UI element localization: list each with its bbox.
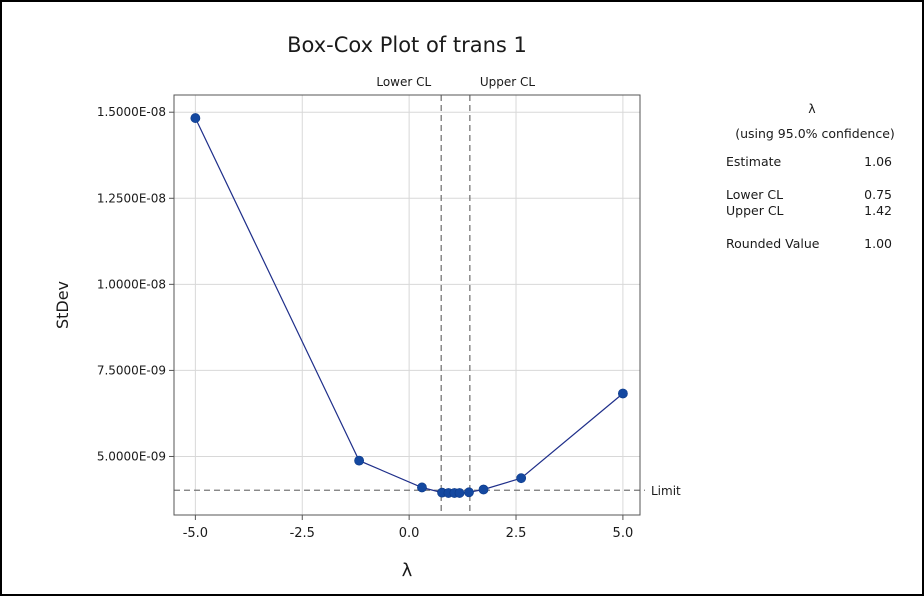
data-point	[617, 388, 628, 399]
y-tick-label: 7.5000E-09	[97, 363, 166, 377]
data-point	[190, 113, 201, 123]
x-tick-label: -2.5	[290, 526, 315, 541]
upper-cl-label: Upper CL	[480, 75, 536, 89]
data-point	[464, 487, 474, 498]
y-tick-label: 5.0000E-09	[97, 449, 166, 463]
data-point	[417, 482, 427, 493]
chart-title: Box-Cox Plot of trans 1	[287, 33, 527, 57]
grid-layer	[174, 95, 640, 515]
x-tick-label: 0.0	[399, 526, 420, 541]
axis-layer: -5.0 -2.5 0.0 2.5 5.0 5.0000E-09 7.5000E-09 1.0…	[97, 105, 633, 541]
y-tick-label: 1.0000E-08	[97, 277, 166, 291]
reference-lines: Lower CL Upper CL Limit	[174, 75, 681, 515]
series-layer	[190, 113, 628, 498]
data-point	[478, 484, 489, 495]
data-point	[454, 488, 465, 498]
lower-cl-label: Lower CL	[376, 75, 431, 89]
y-tick-label: 1.2500E-08	[97, 191, 166, 205]
plot-area-border	[173, 94, 641, 516]
y-axis-label: StDev	[53, 281, 72, 329]
y-tick-label: 1.5000E-08	[97, 105, 166, 119]
x-tick-label: 5.0	[613, 526, 634, 541]
x-axis-label: λ	[402, 560, 413, 581]
limit-label: Limit	[651, 484, 681, 498]
data-point	[354, 455, 365, 466]
data-point	[516, 473, 527, 484]
x-tick-label: 2.5	[506, 526, 527, 541]
x-tick-label: -5.0	[183, 526, 208, 541]
